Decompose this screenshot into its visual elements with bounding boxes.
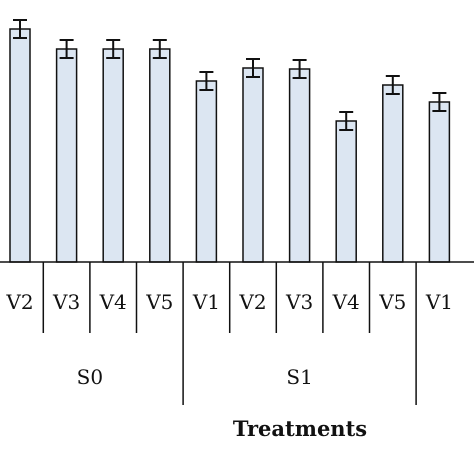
bar-8 (335, 120, 357, 263)
error-bar-6 (246, 58, 260, 78)
bar-4 (149, 48, 171, 263)
error-bar-3 (106, 39, 121, 59)
bar-5 (195, 80, 218, 263)
bar-1 (9, 28, 31, 263)
error-bars-layer (13, 19, 447, 131)
x-tick-label: V5 (145, 290, 173, 314)
error-bar-1 (13, 19, 27, 39)
bar-2 (55, 48, 78, 263)
x-tick-label: V1 (192, 290, 220, 314)
x-tick-label: V4 (99, 290, 127, 314)
x-tick-label: V2 (5, 290, 33, 314)
x-tick-label: V5 (378, 290, 406, 314)
error-bar-2 (59, 39, 74, 59)
bar-7 (288, 68, 311, 263)
x-tick-label: V3 (285, 290, 313, 314)
group-label: S0 (77, 365, 103, 389)
error-bar-7 (292, 59, 307, 79)
x-tick-label: V2 (238, 290, 266, 314)
x-tick-label: V3 (52, 290, 80, 314)
x-axis-title: Treatments (233, 416, 367, 441)
x-tick-label: V4 (332, 290, 360, 314)
group-label: S1 (286, 365, 312, 389)
error-bar-5 (199, 71, 214, 91)
error-bar-4 (152, 39, 167, 59)
bars-layer (9, 28, 451, 263)
bar-6 (242, 67, 264, 263)
bar-9 (382, 84, 404, 263)
bar-3 (102, 48, 124, 263)
group-labels-layer: S0 S1 (77, 365, 313, 389)
x-tick-label: V1 (425, 290, 453, 314)
error-bar-10 (432, 92, 447, 112)
bar-10 (428, 101, 451, 263)
x-ticks-layer: V2 V3 V4 V5 V1 V2 V3 V4 V5 V1 (5, 262, 453, 405)
error-bar-8 (339, 111, 354, 131)
error-bar-9 (385, 75, 400, 95)
